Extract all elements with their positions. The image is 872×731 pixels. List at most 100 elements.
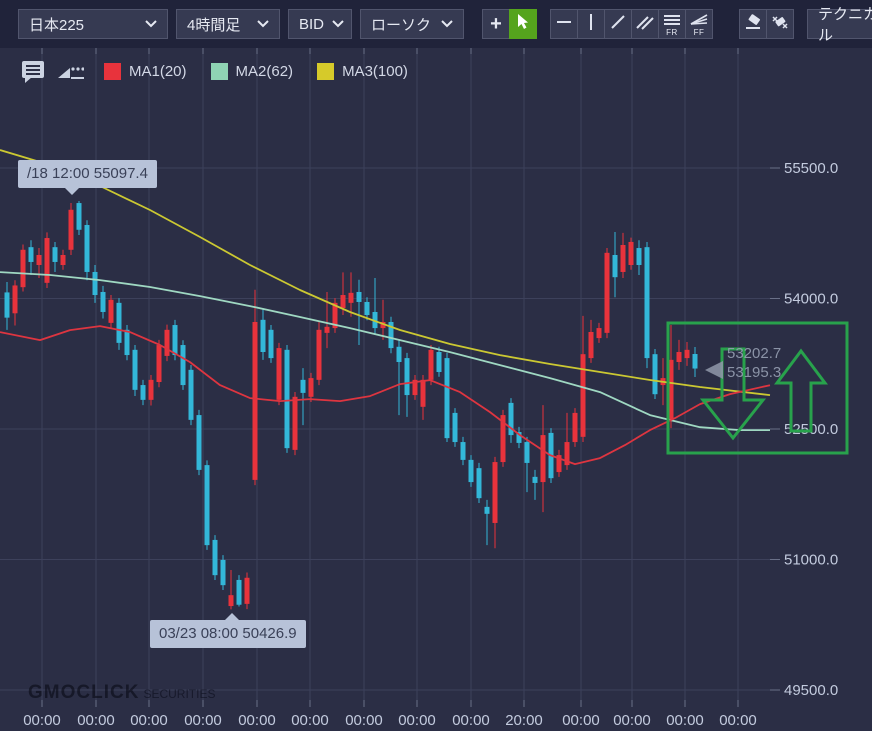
ma2-label: MA2(62): [235, 62, 294, 80]
price-side-dropdown[interactable]: BID: [288, 9, 352, 39]
candle-body: [204, 465, 210, 546]
timeframe-dropdown-value: 4時間足: [187, 16, 241, 34]
candle-body: [580, 354, 586, 437]
candle-body: [692, 354, 698, 369]
candle-body: [420, 379, 426, 407]
ma-line: [0, 325, 771, 466]
candle-body: [260, 319, 266, 353]
x-axis-label: 00:00: [562, 712, 600, 729]
candle-body: [20, 249, 26, 288]
price-side-dropdown-value: BID: [299, 15, 325, 33]
fr-label: FR: [666, 28, 678, 37]
symbol-dropdown-value: 日本225: [29, 16, 85, 34]
cursor-tool-button[interactable]: [509, 9, 537, 39]
candle-body: [428, 349, 434, 380]
candle-body: [180, 345, 186, 386]
candle-body: [228, 595, 234, 607]
drawn-down-arrow[interactable]: [699, 347, 767, 441]
candle-body: [108, 299, 114, 323]
fibonacci-fan-tool-button[interactable]: FF: [685, 9, 713, 39]
y-axis-label: 51000.0: [784, 552, 838, 569]
candle-body: [540, 435, 546, 483]
ma1-label: MA1(20): [129, 62, 187, 80]
cursor-arrow-icon: [516, 14, 530, 34]
candle-body: [268, 329, 274, 359]
x-axis-label: 00:00: [23, 712, 61, 729]
candle-body: [132, 349, 138, 390]
candle-body: [36, 255, 42, 266]
candle-body: [644, 247, 650, 359]
horizontal-line-tool-button[interactable]: [550, 9, 578, 39]
vertical-line-tool-button[interactable]: [577, 9, 605, 39]
parallel-lines-tool-button[interactable]: [631, 9, 659, 39]
ma3-color-swatch: [317, 62, 335, 80]
candle-body: [76, 203, 82, 230]
technical-indicators-button[interactable]: テクニカル: [807, 6, 872, 44]
candle-body: [612, 255, 618, 278]
erase-all-tool-button[interactable]: [766, 9, 794, 39]
candle-body: [532, 476, 538, 483]
axis-labels: 55500.054000.052500.051000.049500.000:00…: [23, 160, 838, 729]
candle-body: [340, 295, 346, 309]
fibonacci-retracement-tool-button[interactable]: FR: [658, 9, 686, 39]
symbol-dropdown[interactable]: 日本225: [18, 9, 168, 39]
timeframe-dropdown[interactable]: 4時間足: [176, 9, 280, 39]
x-axis-label: 00:00: [184, 712, 222, 729]
trend-line-tool-button[interactable]: [604, 9, 632, 39]
current-price-pointer-icon: [705, 361, 723, 379]
current-price-lower: 53195.3: [727, 364, 782, 381]
candle-body: [348, 292, 354, 303]
crosshair-tool-button[interactable]: +: [482, 9, 510, 39]
y-axis-label: 55500.0: [784, 160, 838, 177]
drawn-up-arrow[interactable]: [774, 348, 828, 433]
candle-body: [324, 326, 330, 333]
x-axis-label: 00:00: [719, 712, 757, 729]
candle-body: [332, 302, 338, 329]
x-axis-label: 00:00: [130, 712, 168, 729]
candle-body: [220, 559, 226, 586]
candle-body: [188, 369, 194, 420]
candle-body: [52, 247, 58, 262]
candle-body: [68, 209, 74, 250]
candle-body: [668, 359, 674, 420]
candle-body: [556, 455, 562, 473]
y-axis-label: 54000.0: [784, 291, 838, 308]
candle-body: [252, 321, 258, 480]
candle-body: [12, 285, 18, 314]
candle-body: [284, 349, 290, 449]
drawn-rectangle[interactable]: [666, 321, 849, 455]
candle-body: [140, 385, 146, 400]
x-axis-label: 00:00: [238, 712, 276, 729]
chart-type-dropdown[interactable]: ローソク: [360, 9, 464, 39]
candle-body: [156, 345, 162, 383]
candle-body: [100, 291, 106, 312]
ma3-label: MA3(100): [342, 62, 408, 80]
candle-body: [380, 321, 386, 329]
candle-body: [572, 412, 578, 443]
legend-item-ma2: MA2(62): [210, 62, 294, 80]
candle-body: [28, 247, 34, 262]
candle-body: [516, 432, 522, 443]
comment-icon[interactable]: [20, 59, 46, 83]
candle-body: [492, 462, 498, 523]
user-drawings[interactable]: [666, 321, 849, 455]
candle-body: [172, 325, 178, 356]
current-price-upper: 53202.7: [727, 345, 782, 362]
x-axis-label: 00:00: [452, 712, 490, 729]
broker-watermark: GMOCLICK SECURITIES: [28, 682, 215, 704]
candle-body: [164, 329, 170, 356]
drawing-list-icon[interactable]: [56, 62, 84, 80]
candle-body: [436, 352, 442, 373]
x-axis-label: 00:00: [77, 712, 115, 729]
low-price-tooltip: 03/23 08:00 50426.9: [150, 613, 306, 648]
candle-body: [412, 379, 418, 396]
technical-indicators-label: テクニカル: [818, 6, 872, 44]
candle-body: [604, 252, 610, 333]
chart-type-dropdown-value: ローソク: [371, 16, 432, 34]
candle-body: [460, 442, 466, 460]
eraser-tool-button[interactable]: [739, 9, 767, 39]
fibonacci-retracement-icon: [663, 12, 681, 29]
candle-body: [292, 396, 298, 450]
